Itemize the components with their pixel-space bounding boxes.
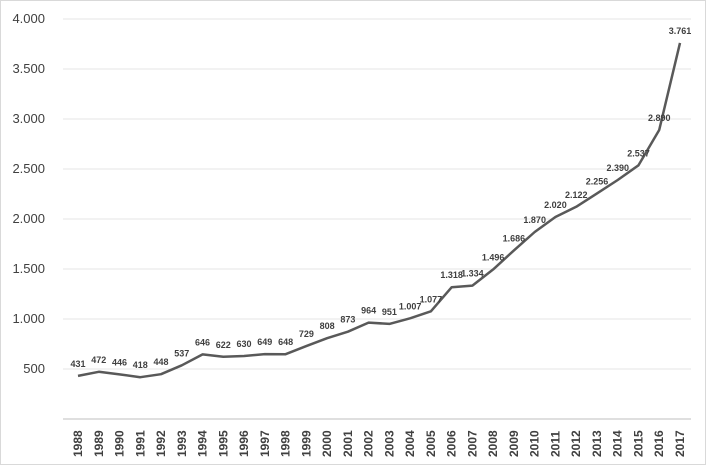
x-tick-label: 2011 bbox=[548, 431, 562, 457]
data-label: 446 bbox=[112, 357, 127, 367]
y-axis-tick-labels: 500 1.000 1.500 2.000 2.500 3.000 3.500 4.000 bbox=[12, 11, 45, 376]
y-tick-label: 4.000 bbox=[12, 11, 45, 26]
data-label: 648 bbox=[278, 337, 293, 347]
x-tick-label: 2006 bbox=[445, 430, 459, 457]
y-tick-label: 1.500 bbox=[12, 261, 45, 276]
data-label: 2.890 bbox=[648, 113, 671, 123]
gridlines bbox=[63, 18, 691, 370]
data-label: 649 bbox=[257, 337, 272, 347]
x-tick-label: 2007 bbox=[465, 430, 479, 457]
data-label: 2.537 bbox=[627, 148, 650, 158]
data-label: 431 bbox=[70, 359, 85, 369]
series-line bbox=[77, 42, 682, 379]
data-label: 1.077 bbox=[420, 294, 443, 304]
data-label: 964 bbox=[361, 306, 376, 316]
x-tick-label: 2000 bbox=[320, 430, 334, 457]
data-label: 1.318 bbox=[440, 270, 463, 280]
x-tick-label: 2005 bbox=[424, 430, 438, 457]
data-label: 3.761 bbox=[669, 26, 692, 36]
data-label: 2.390 bbox=[606, 163, 629, 173]
data-label: 646 bbox=[195, 337, 210, 347]
data-label: 537 bbox=[174, 348, 189, 358]
x-tick-label: 1990 bbox=[113, 430, 127, 457]
data-label: 1.496 bbox=[482, 252, 505, 262]
x-tick-label: 2009 bbox=[507, 430, 521, 457]
x-tick-label: 2017 bbox=[673, 430, 687, 457]
x-tick-label: 2003 bbox=[382, 430, 396, 457]
data-label: 808 bbox=[320, 321, 335, 331]
data-label: 729 bbox=[299, 329, 314, 339]
x-tick-label: 2015 bbox=[631, 430, 645, 457]
x-tick-label: 1988 bbox=[71, 430, 85, 457]
data-label: 951 bbox=[382, 307, 397, 317]
x-tick-label: 2002 bbox=[362, 430, 376, 457]
y-tick-label: 500 bbox=[23, 361, 45, 376]
x-tick-label: 1994 bbox=[196, 430, 210, 457]
data-label: 1.870 bbox=[523, 215, 546, 225]
x-tick-label: 1991 bbox=[133, 430, 147, 457]
data-label: 1.686 bbox=[503, 233, 526, 243]
data-label: 2.122 bbox=[565, 190, 588, 200]
data-label: 1.334 bbox=[461, 269, 484, 279]
data-label: 472 bbox=[91, 355, 106, 365]
y-tick-label: 2.500 bbox=[12, 161, 45, 176]
x-tick-label: 1999 bbox=[299, 430, 313, 457]
data-label: 448 bbox=[154, 357, 169, 367]
data-label: 2.020 bbox=[544, 200, 567, 210]
y-tick-label: 1.000 bbox=[12, 311, 45, 326]
y-tick-label: 3.000 bbox=[12, 111, 45, 126]
x-tick-label: 2013 bbox=[590, 430, 604, 457]
y-tick-label: 2.000 bbox=[12, 211, 45, 226]
data-label: 1.007 bbox=[399, 301, 422, 311]
x-axis-tick-labels: 1988 1989 1990 1991 1992 1993 1994 1995 1996 1997… bbox=[71, 430, 687, 457]
data-label: 2.256 bbox=[586, 176, 609, 186]
x-tick-label: 2012 bbox=[569, 430, 583, 457]
data-label: 622 bbox=[216, 340, 231, 350]
data-label: 873 bbox=[340, 315, 355, 325]
x-tick-label: 2004 bbox=[403, 430, 417, 457]
x-tick-label: 1993 bbox=[175, 430, 189, 457]
x-tick-label: 1989 bbox=[92, 430, 106, 457]
x-tick-label: 1992 bbox=[154, 430, 168, 457]
y-tick-label: 3.500 bbox=[12, 61, 45, 76]
data-label: 418 bbox=[133, 360, 148, 370]
data-labels: 431 472 446 418 448 537 646 622 630 649 648 729 808 8… bbox=[70, 26, 691, 370]
x-tick-label: 2010 bbox=[528, 430, 542, 457]
x-tick-label: 1998 bbox=[279, 430, 293, 457]
x-tick-label: 1996 bbox=[237, 430, 251, 457]
x-tick-label: 1997 bbox=[258, 430, 272, 457]
x-tick-label: 2001 bbox=[341, 430, 355, 457]
x-tick-label: 1995 bbox=[216, 430, 230, 457]
x-tick-label: 2008 bbox=[486, 430, 500, 457]
x-tick-label: 2014 bbox=[611, 430, 625, 457]
data-label: 630 bbox=[237, 339, 252, 349]
x-tick-label: 2016 bbox=[652, 430, 666, 457]
